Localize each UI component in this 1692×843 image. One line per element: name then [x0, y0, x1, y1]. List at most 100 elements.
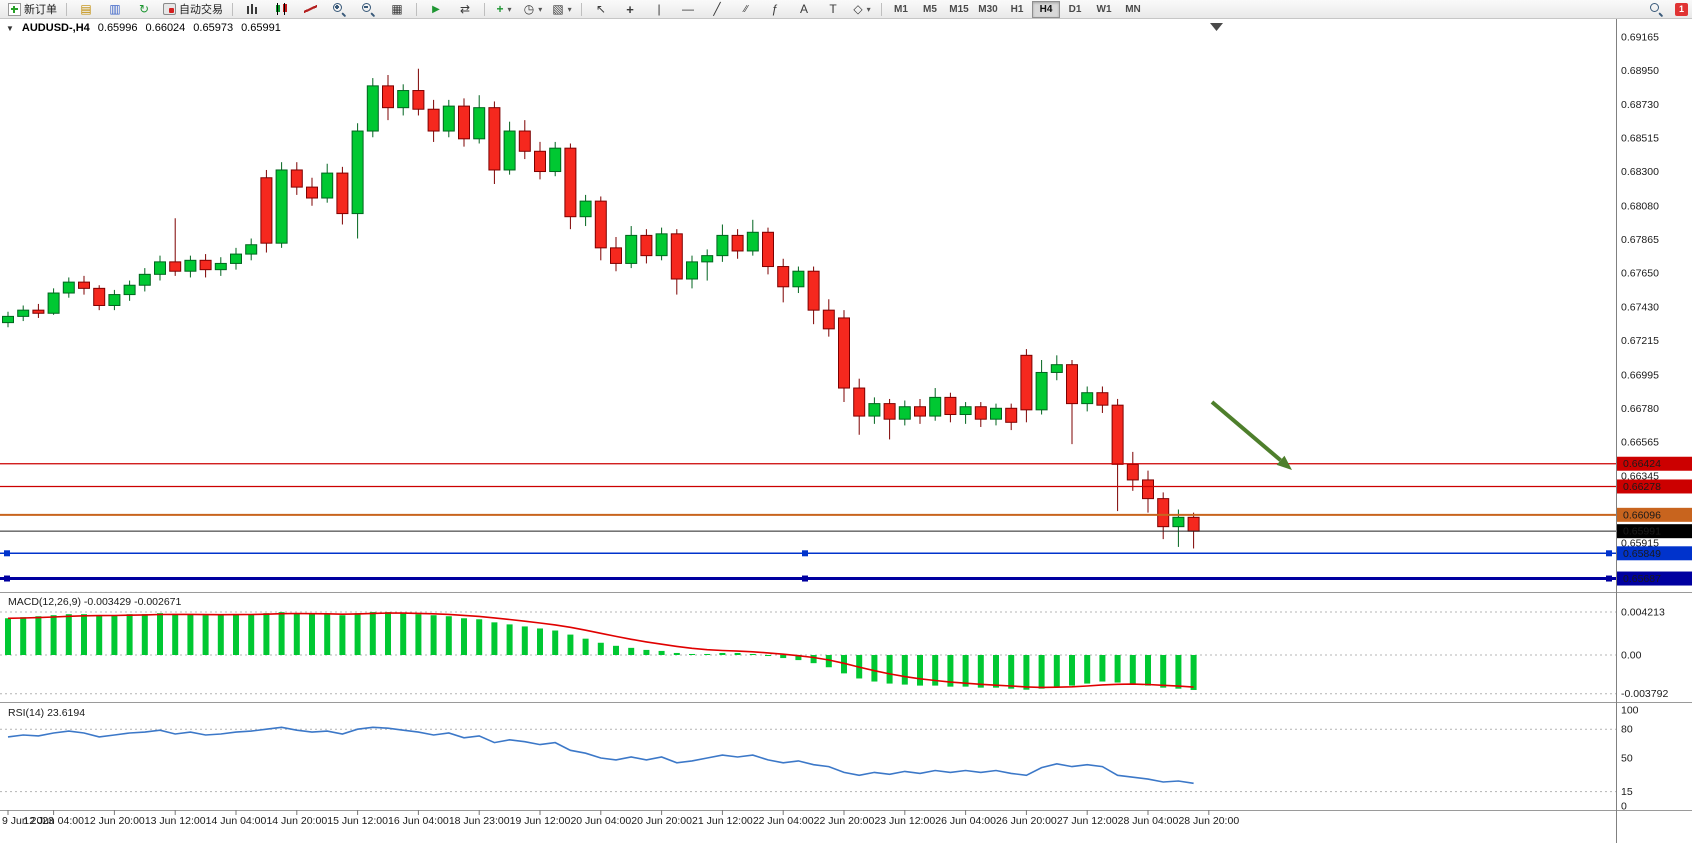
horizontal-line-button[interactable]: —: [674, 0, 702, 19]
zoom-out-icon: [361, 2, 375, 16]
templates-button[interactable]: ▧ ▾: [548, 0, 576, 19]
timeframe-button-D1[interactable]: D1: [1068, 3, 1082, 15]
cursor-button[interactable]: ↖: [587, 0, 615, 19]
timeframe-button-MN[interactable]: MN: [1125, 3, 1141, 15]
refresh-button[interactable]: ↻: [130, 0, 158, 19]
time-axis-label: 26 Jun 20:00: [996, 815, 1057, 827]
trend-arrow-head[interactable]: [1276, 455, 1292, 470]
support-line-3-handle[interactable]: [802, 575, 808, 582]
text-tool-button[interactable]: A: [790, 0, 818, 19]
periods-button[interactable]: ◷ ▾: [519, 0, 547, 19]
channel-button[interactable]: ∕∕: [732, 0, 760, 19]
macd-histogram-bar: [5, 618, 11, 655]
support-line-3-handle[interactable]: [4, 575, 10, 582]
line-chart-button[interactable]: [296, 0, 324, 19]
trendline-icon: ╱: [713, 1, 721, 16]
time-axis-label: 28 Jun 20:00: [1178, 815, 1239, 827]
time-axis-label: 19 Jun 12:00: [510, 815, 571, 827]
macd-histogram-bar: [932, 655, 939, 686]
candle: [488, 107, 501, 171]
ohlc-low: 0.65973: [193, 22, 234, 34]
chart-shift-marker[interactable]: [1210, 23, 1223, 31]
toolbar-separator: [66, 2, 67, 16]
macd-histogram-bar: [521, 626, 528, 655]
timeframe-button-M1[interactable]: M1: [894, 3, 908, 15]
ohlc-high: 0.66024: [145, 22, 186, 34]
candle: [275, 169, 288, 244]
macd-histogram-bar: [871, 655, 878, 682]
timeframe-button-H4[interactable]: H4: [1032, 0, 1060, 18]
macd-histogram-bar: [841, 655, 847, 674]
autotrading-status-dot: [169, 8, 174, 13]
macd-histogram-bar: [157, 613, 163, 655]
fibonacci-button[interactable]: ƒ: [761, 0, 789, 19]
time-axis-label: 12 Jun 20:00: [84, 815, 145, 827]
new-order-label: 新订单: [24, 4, 57, 16]
label-tool-button[interactable]: T: [819, 0, 847, 19]
candle: [184, 259, 197, 272]
crosshair-button[interactable]: +: [616, 0, 644, 19]
zoom-out-button[interactable]: [354, 0, 382, 19]
macd-scale-label: 0.00: [1621, 650, 1642, 662]
macd-histogram-bar: [491, 622, 498, 655]
timeframe-button-M30[interactable]: M30: [978, 3, 998, 15]
chart-shift-icon: ⇄: [459, 1, 471, 16]
macd-histogram-bar: [385, 612, 391, 655]
price-tag: [1617, 571, 1692, 586]
candle: [199, 259, 212, 271]
toolbar-separator: [232, 2, 233, 16]
timeframe-button-H1[interactable]: H1: [1010, 3, 1024, 15]
support-line-2-handle[interactable]: [1606, 550, 1612, 557]
candle: [670, 233, 683, 280]
price-scale-label: 0.68515: [1621, 133, 1659, 145]
chart-window-button[interactable]: ▤: [72, 0, 100, 19]
shapes-button[interactable]: ◇ ▾: [848, 0, 876, 19]
macd-histogram-bar: [354, 613, 361, 655]
timeframe-button-W1[interactable]: W1: [1096, 3, 1112, 15]
candle: [838, 317, 850, 389]
candle: [1172, 516, 1185, 528]
indicators-button[interactable]: + ▾: [490, 0, 518, 19]
candle: [1096, 392, 1109, 406]
support-line-3-handle[interactable]: [1606, 575, 1612, 582]
time-axis-label: 15 Jun 12:00: [327, 815, 388, 827]
candle: [868, 403, 881, 417]
macd-histogram-bar: [1038, 655, 1045, 689]
support-line-2-handle[interactable]: [802, 550, 808, 557]
support-line-2-handle[interactable]: [4, 550, 10, 557]
candle: [655, 233, 668, 257]
candlestick-chart-button[interactable]: [267, 0, 295, 19]
timeframe-button-M5[interactable]: M5: [923, 3, 937, 15]
tile-windows-button[interactable]: ▦: [383, 0, 411, 19]
trend-arrow[interactable]: [1210, 400, 1282, 462]
trendline-button[interactable]: ╱: [703, 0, 731, 19]
chart-shift-button[interactable]: ⇄: [451, 0, 479, 19]
chevron-down-icon: ▾: [567, 4, 572, 14]
rsi-scale-label: 100: [1621, 705, 1639, 717]
timeframe-button-M15[interactable]: M15: [949, 3, 969, 15]
new-order-button[interactable]: 新订单: [4, 0, 61, 19]
rsi-scale-label: 15: [1621, 786, 1633, 798]
price-scale-label: 0.66780: [1621, 403, 1659, 415]
autotrading-button[interactable]: 自动交易: [159, 0, 227, 19]
search-button[interactable]: [1642, 0, 1670, 19]
notification-badge[interactable]: 1: [1675, 2, 1688, 16]
candle: [1020, 354, 1033, 411]
macd-histogram-bar: [1175, 655, 1182, 689]
candle: [260, 177, 273, 244]
timeframe-group: M1 M5 M15 M30 H1 H4 D1 W1 MN: [887, 0, 1147, 18]
vertical-line-button[interactable]: |: [645, 0, 673, 19]
horizontal-line-icon: —: [682, 1, 694, 16]
macd-histogram-bar: [1145, 655, 1151, 686]
candle: [807, 270, 820, 311]
macd-histogram-bar: [263, 613, 270, 655]
collapse-triangle-icon[interactable]: ▼: [6, 23, 14, 33]
time-axis-label: 20 Jun 20:00: [631, 815, 692, 827]
candle: [154, 261, 166, 275]
macd-histogram-bar: [445, 616, 452, 655]
auto-scroll-button[interactable]: ▶: [422, 0, 450, 19]
bar-chart-button[interactable]: [238, 0, 266, 19]
zoom-in-button[interactable]: [325, 0, 353, 19]
market-watch-button[interactable]: ▥: [101, 0, 129, 19]
